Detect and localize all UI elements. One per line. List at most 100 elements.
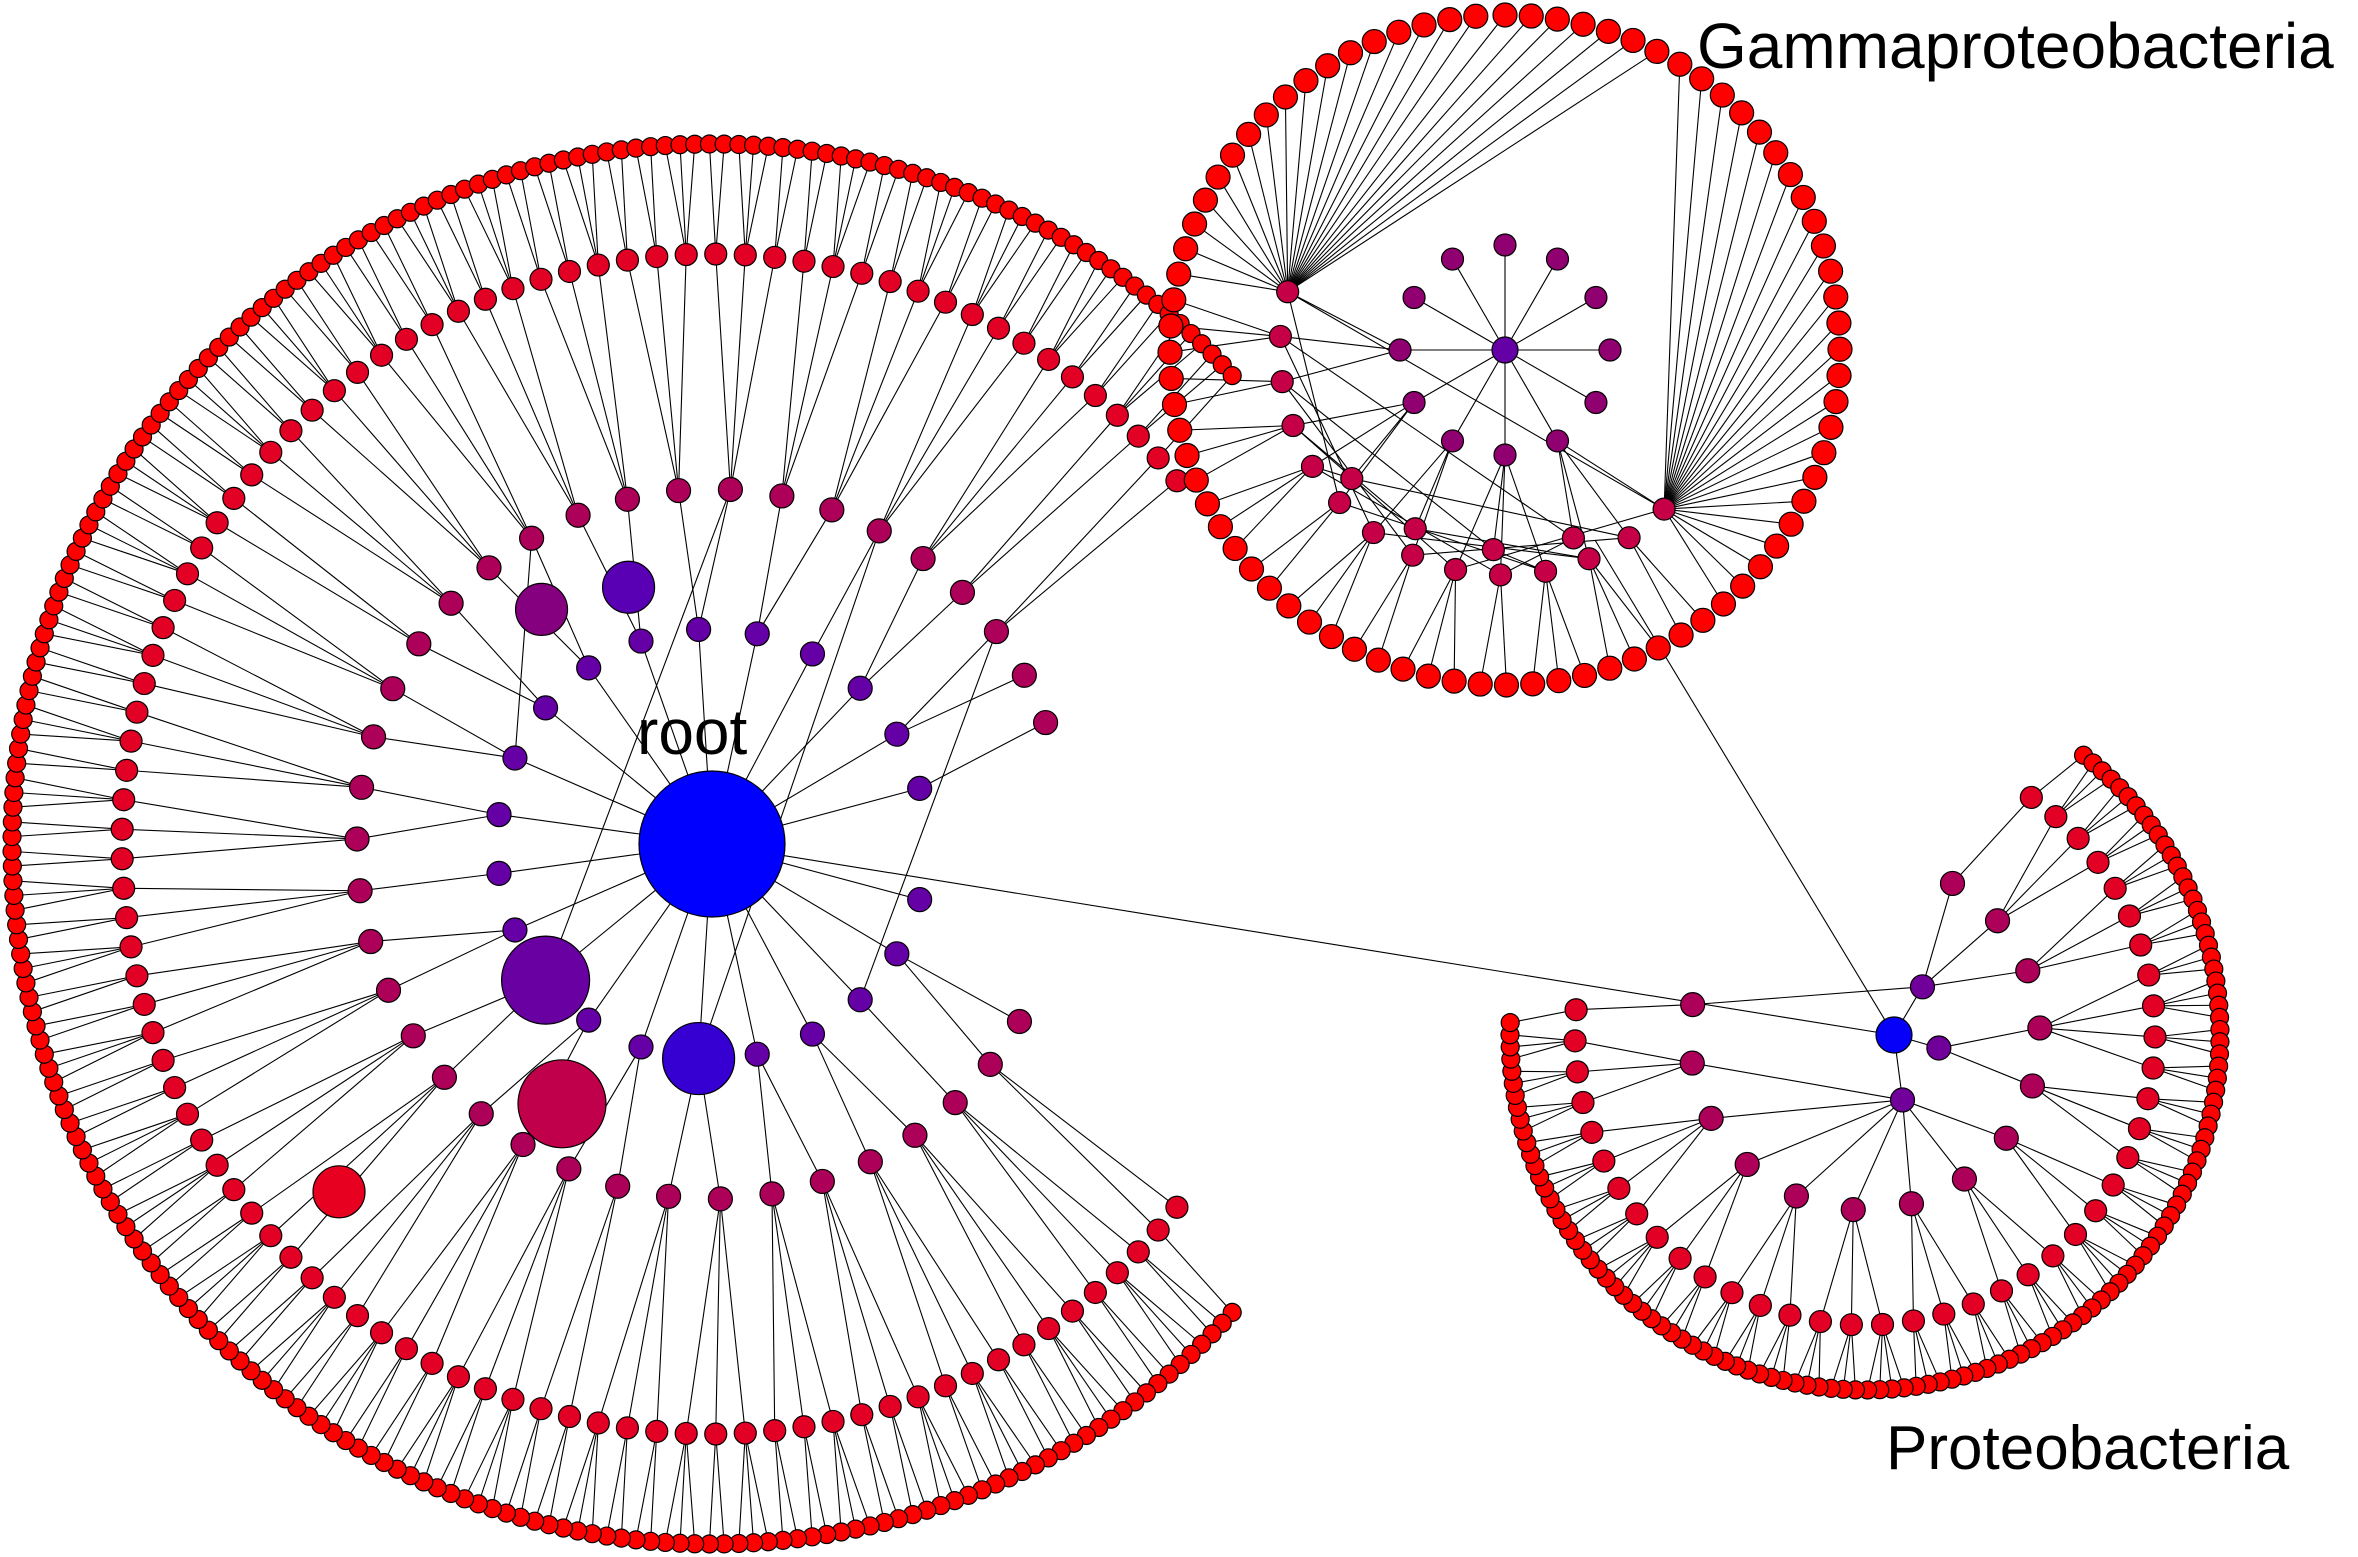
node [933,290,958,314]
node [112,876,136,900]
node [960,302,984,327]
edge [1910,1203,1974,1305]
node [1037,1316,1061,1341]
edge [597,264,628,500]
edge [617,1046,642,1187]
edge [423,1376,459,1483]
node [510,1131,536,1158]
edge [48,619,154,656]
node [576,655,602,681]
node [763,245,787,269]
node [907,775,933,801]
leaf-node [1157,339,1183,365]
node [175,1102,200,1126]
edge [738,1433,746,1544]
leaf-node [1158,313,1184,339]
edge [917,1396,942,1506]
node [902,1122,928,1148]
edge [774,1430,784,1541]
node [1493,233,1517,257]
edge [1921,883,1954,987]
edge [381,354,533,539]
node [1402,390,1426,415]
edge [1711,1099,1903,1119]
edge [1663,245,1824,510]
edge [878,327,999,532]
node [847,987,873,1013]
edge [2027,915,2130,972]
leaf-node [1296,609,1323,635]
edge [519,170,542,280]
leaf-node [1570,11,1596,37]
node [1060,365,1085,389]
edge [744,1433,755,1543]
node [369,343,394,367]
edge [1413,297,1506,351]
edge [360,872,500,892]
node [190,1128,214,1152]
edge [832,1421,857,1530]
edge [2032,1085,2140,1130]
edge [781,261,805,496]
edge [233,1035,414,1191]
edge [44,1032,154,1055]
edge [1309,532,1374,623]
node [1679,1050,1705,1076]
node [884,721,910,747]
node [878,269,902,294]
node [1146,446,1170,470]
node [1870,1312,1895,1337]
edge [944,1385,983,1491]
edge [201,547,394,690]
leaf-node [1161,391,1188,418]
edge [626,1196,670,1429]
leaf-node [1520,671,1546,697]
node [2016,1263,2040,1287]
edge [896,953,1020,1022]
edge [126,769,362,788]
edge [679,144,687,255]
edge [962,435,1139,593]
node [704,1422,728,1446]
proteobacteria-hub-node [1875,1016,1913,1054]
edge [1427,569,1457,677]
edge [1556,440,1574,539]
edge [110,1139,202,1203]
edge [917,1396,956,1501]
leaf-node [1817,258,1844,284]
node [1783,1183,1810,1209]
edge [450,194,486,300]
node [906,1385,930,1409]
edge [1287,30,1609,293]
leaf-node [1341,636,1368,662]
edge [917,1396,969,1496]
edge [1910,1203,1914,1321]
edge [771,1193,805,1427]
edge [1287,291,1665,510]
leaf-node [1492,2,1518,28]
edge [187,573,394,690]
edge [664,1433,687,1543]
node [2086,850,2110,874]
edge [729,254,746,490]
edge [218,346,292,432]
edge [436,199,486,300]
node [586,253,610,277]
edge [18,917,127,940]
edge [1288,532,1374,607]
edge [821,1181,863,1415]
edge [954,1102,1096,1293]
node [115,906,139,930]
edge [409,212,459,312]
edge [562,1422,599,1529]
leaf-node [1710,591,1737,617]
edge [23,718,132,742]
edge [273,1296,335,1391]
edge [110,485,202,549]
edge [831,281,891,510]
edge [708,143,717,255]
edge [656,256,680,491]
edge [1663,221,1815,510]
edge [1287,24,1425,293]
edge [125,1164,218,1228]
